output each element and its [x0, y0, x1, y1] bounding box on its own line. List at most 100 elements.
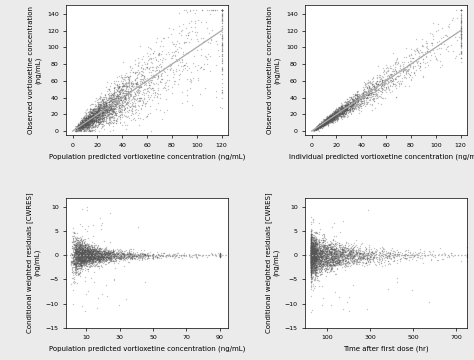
Point	[313, 123, 321, 129]
Point	[327, 112, 334, 118]
Point	[338, 110, 346, 116]
Point	[310, 254, 318, 260]
Point	[335, 111, 342, 117]
Point	[343, 102, 350, 108]
Point	[119, 97, 127, 103]
Point	[81, 121, 89, 127]
Point	[76, 121, 83, 127]
Point	[402, 54, 410, 60]
Point	[457, 15, 465, 21]
Point	[338, 265, 346, 270]
Point	[371, 91, 378, 96]
Point	[319, 247, 327, 253]
Point	[117, 102, 124, 108]
Point	[139, 56, 146, 62]
Point	[86, 122, 94, 128]
Point	[440, 41, 448, 46]
Point	[101, 249, 109, 255]
Point	[80, 239, 88, 245]
Point	[77, 122, 85, 128]
Point	[101, 252, 109, 258]
Point	[72, 256, 79, 262]
Point	[108, 249, 116, 255]
Point	[323, 117, 330, 123]
Point	[397, 81, 405, 86]
Point	[218, 16, 226, 22]
Point	[97, 111, 104, 116]
Point	[92, 259, 100, 265]
Point	[331, 238, 339, 244]
Point	[308, 264, 315, 270]
Point	[96, 102, 103, 107]
Point	[311, 127, 319, 133]
Point	[321, 118, 328, 124]
Point	[320, 120, 328, 125]
Point	[309, 256, 316, 261]
Point	[133, 79, 141, 85]
Point	[307, 269, 314, 274]
Point	[106, 252, 114, 257]
Point	[134, 62, 141, 68]
Point	[310, 261, 318, 267]
Point	[95, 117, 102, 122]
Point	[360, 90, 367, 96]
Point	[328, 252, 336, 257]
Point	[383, 84, 390, 90]
Point	[139, 77, 146, 83]
Point	[307, 272, 314, 278]
Point	[218, 10, 226, 16]
Point	[315, 123, 323, 129]
Point	[92, 108, 100, 114]
Point	[87, 118, 95, 123]
Point	[125, 94, 133, 100]
Point	[412, 252, 420, 257]
Point	[124, 255, 132, 260]
Point	[307, 251, 314, 257]
Point	[84, 259, 91, 265]
Point	[319, 121, 326, 127]
Point	[353, 257, 361, 263]
Point	[109, 99, 116, 104]
Point	[338, 249, 346, 255]
Point	[128, 106, 136, 112]
Point	[307, 238, 314, 243]
Point	[82, 115, 90, 121]
Point	[307, 261, 314, 266]
Point	[101, 105, 109, 111]
Point	[118, 95, 126, 100]
Point	[79, 250, 87, 256]
Point	[114, 92, 121, 98]
Point	[378, 87, 386, 93]
Point	[96, 252, 103, 257]
Point	[308, 261, 316, 267]
Point	[376, 88, 383, 94]
Point	[73, 264, 80, 270]
Point	[359, 254, 367, 260]
Point	[328, 256, 336, 261]
Point	[328, 255, 336, 261]
Point	[324, 117, 332, 123]
Point	[330, 247, 338, 252]
Point	[183, 92, 191, 98]
Point	[315, 269, 322, 275]
Point	[322, 119, 329, 125]
Point	[92, 250, 100, 256]
Point	[307, 264, 314, 269]
Point	[307, 261, 314, 267]
Point	[81, 255, 89, 260]
Point	[83, 246, 91, 252]
Point	[356, 96, 364, 102]
Point	[76, 251, 84, 256]
Point	[78, 243, 86, 249]
Point	[102, 100, 109, 106]
Point	[463, 258, 471, 264]
Point	[330, 111, 337, 117]
Point	[109, 113, 117, 119]
Point	[307, 251, 314, 256]
Point	[127, 79, 135, 85]
Point	[172, 56, 180, 62]
Point	[88, 259, 95, 265]
Point	[86, 258, 94, 264]
Point	[110, 254, 118, 260]
Point	[85, 255, 93, 261]
